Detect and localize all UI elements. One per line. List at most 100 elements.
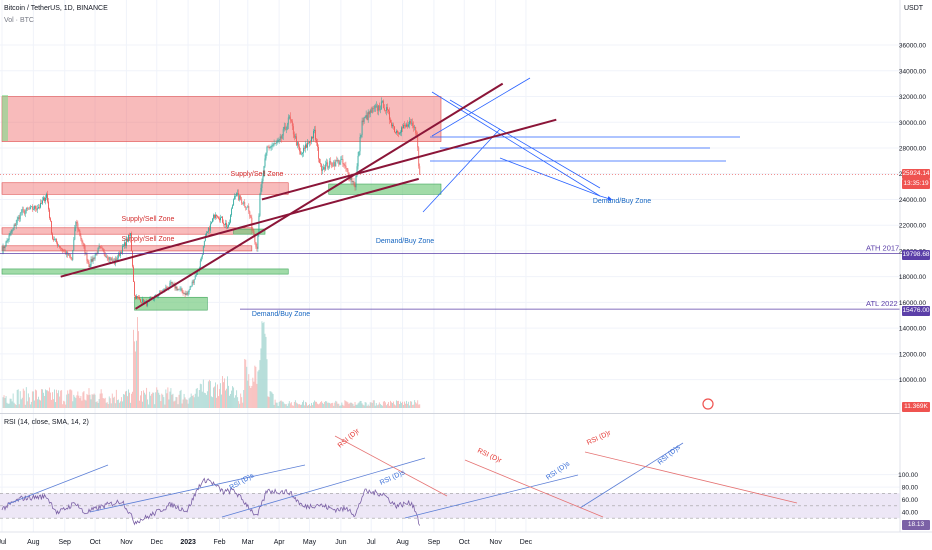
volume-bar: [159, 394, 161, 408]
candle-body: [128, 234, 129, 242]
candle-body: [269, 147, 271, 149]
time-tick-label: Apr: [274, 539, 286, 546]
volume-bar: [13, 402, 15, 408]
candle-body: [192, 281, 194, 283]
candle-body: [343, 163, 345, 166]
trendline: [60, 177, 420, 278]
candle-body: [345, 165, 347, 169]
candle-body: [240, 195, 242, 200]
candle-body: [328, 166, 330, 168]
volume-bar: [249, 385, 251, 408]
candle-body: [194, 275, 196, 280]
volume-bar: [30, 401, 32, 408]
volume-bar: [254, 365, 256, 408]
candle-body: [39, 207, 40, 208]
volume-bar: [8, 403, 10, 408]
volume-bar: [196, 387, 198, 408]
price-tick-label: 14000.00: [899, 326, 926, 333]
candle-body: [102, 248, 104, 251]
volume-bar: [368, 405, 370, 408]
volume-bar: [301, 404, 302, 408]
volume-bar: [88, 388, 90, 408]
volume-bar: [228, 385, 229, 408]
volume-bar: [134, 341, 135, 408]
volume-bar: [209, 381, 211, 408]
volume-bar: [282, 401, 284, 408]
volume-bar: [164, 404, 166, 408]
volume-bar: [174, 400, 176, 408]
atl-value-tag: 15476.00: [902, 306, 930, 316]
volume-bar: [100, 389, 102, 408]
volume-bar: [244, 358, 246, 408]
candle-body: [110, 258, 112, 261]
volume-bar: [322, 402, 324, 408]
volume-bar: [310, 405, 311, 408]
candle-body: [226, 223, 227, 227]
candle-body: [251, 217, 253, 229]
candle-body: [41, 202, 42, 204]
currency-label[interactable]: USDT: [904, 5, 924, 12]
volume-bar: [398, 400, 399, 408]
volume-bar: [232, 386, 234, 408]
volume-bar: [270, 391, 272, 408]
volume-bar: [275, 402, 277, 408]
demand-zone: [134, 296, 208, 311]
volume-bar: [14, 404, 16, 408]
candle-body: [129, 234, 130, 236]
candle-body: [43, 197, 44, 201]
candle-body: [275, 143, 277, 144]
candle-body: [376, 105, 378, 111]
candle-body: [367, 111, 369, 120]
candle-body: [236, 193, 238, 196]
candle-body: [120, 251, 122, 253]
volume-bar: [74, 396, 76, 408]
candle-body: [166, 287, 168, 288]
volume-bar: [372, 400, 374, 408]
candle-body: [404, 125, 405, 126]
volume-bar: [272, 393, 274, 408]
candle-body: [282, 129, 284, 136]
volume-bar: [312, 405, 313, 408]
channel-line: [449, 99, 601, 189]
volume-bar: [230, 393, 231, 408]
candle-body: [363, 117, 365, 122]
time-tick-label: Mar: [242, 539, 255, 546]
channel-line: [422, 128, 501, 213]
candle-body: [215, 214, 216, 218]
volume-bar: [22, 388, 24, 408]
volume-bar: [149, 391, 151, 408]
volume-bar: [64, 401, 66, 408]
time-tick-label: May: [303, 539, 317, 546]
candle-body: [60, 247, 62, 249]
volume-bar: [2, 397, 4, 408]
candle-body: [299, 151, 301, 155]
volume-bar: [53, 399, 54, 408]
candle-body: [389, 111, 390, 120]
candle-body: [109, 257, 111, 261]
volume-bar: [267, 396, 269, 408]
candle-body: [32, 209, 34, 210]
level-label: ATH 2017: [866, 244, 899, 253]
volume-bar: [239, 403, 241, 408]
volume-bar: [140, 395, 141, 408]
volume-bar: [261, 321, 263, 408]
volume-bar: [412, 404, 414, 408]
volume-bar: [259, 360, 261, 408]
rsi-annotation: RSI (D)s: [657, 444, 682, 467]
price-tick-label: 36000.00: [899, 43, 926, 50]
price-tick-label: 28000.00: [899, 145, 926, 152]
candle-body: [254, 235, 256, 243]
volume-bar: [71, 390, 73, 408]
volume-bar: [143, 390, 145, 408]
candle-body: [205, 233, 207, 236]
volume-bar: [365, 402, 367, 408]
volume-bar: [156, 387, 158, 408]
candle-body: [242, 203, 244, 204]
candle-body: [361, 120, 363, 135]
candle-body: [141, 301, 142, 303]
candle-body: [261, 181, 263, 188]
candle-body: [134, 281, 135, 296]
level-label: ATL 2022: [866, 299, 898, 308]
candle-body: [245, 206, 247, 208]
